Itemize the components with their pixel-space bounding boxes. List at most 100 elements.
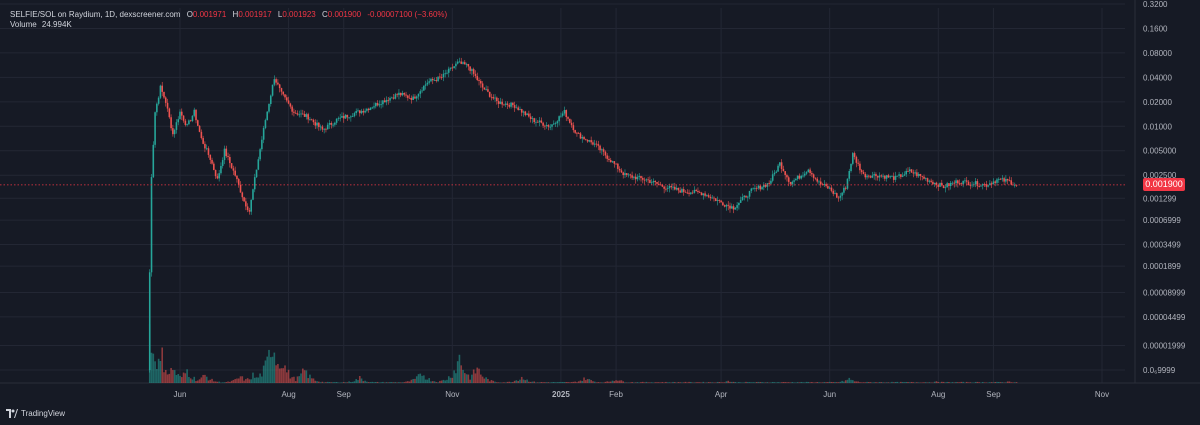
volume-bar bbox=[565, 382, 568, 383]
high-value: 0.001917 bbox=[238, 10, 272, 19]
y-tick-label: 0.0003499 bbox=[1143, 241, 1181, 250]
candle-body bbox=[193, 109, 196, 116]
volume-bar bbox=[784, 382, 786, 383]
candle-body bbox=[355, 111, 358, 114]
candle-body bbox=[843, 187, 845, 193]
candle-body bbox=[520, 109, 523, 113]
candle-body bbox=[200, 131, 203, 139]
volume-bar bbox=[412, 378, 414, 383]
candle-body bbox=[987, 185, 989, 187]
volume-bar bbox=[519, 379, 521, 383]
volume-bar bbox=[690, 381, 692, 383]
candle-body bbox=[928, 180, 931, 182]
volume-bar bbox=[278, 368, 281, 383]
volume-bar bbox=[649, 382, 651, 383]
volume-bar bbox=[942, 381, 945, 383]
candle-body bbox=[672, 186, 674, 188]
candle-body bbox=[700, 192, 703, 196]
y-tick-label: 0.04000 bbox=[1143, 73, 1172, 82]
candle-body bbox=[307, 114, 309, 120]
volume-bar bbox=[168, 373, 171, 383]
volume-bar bbox=[430, 381, 432, 383]
volume-bar bbox=[318, 381, 320, 383]
candle-body bbox=[545, 125, 548, 126]
volume-bar bbox=[574, 381, 576, 383]
candle-body bbox=[431, 78, 434, 81]
candle-body bbox=[714, 198, 717, 201]
candle-body bbox=[894, 175, 897, 180]
candle-body bbox=[739, 200, 742, 203]
candle-body bbox=[577, 133, 580, 134]
candle-body bbox=[319, 126, 322, 128]
candle-body bbox=[357, 110, 359, 112]
volume-bar bbox=[636, 382, 639, 383]
candle-body bbox=[403, 92, 406, 95]
candle-body bbox=[289, 103, 292, 107]
candle-body bbox=[209, 154, 212, 160]
candle-body bbox=[298, 114, 301, 116]
volume-bar bbox=[978, 382, 980, 383]
volume-bar bbox=[962, 381, 964, 383]
volume-bar bbox=[335, 381, 338, 383]
tradingview-logo[interactable]: TradingView bbox=[6, 409, 65, 418]
candle-body bbox=[955, 180, 957, 184]
candle-body bbox=[515, 107, 518, 109]
volume-bar bbox=[629, 382, 632, 383]
candle-body bbox=[549, 126, 552, 128]
volume-bar bbox=[362, 381, 365, 383]
candle-body bbox=[926, 178, 929, 182]
volume-bar bbox=[601, 382, 603, 383]
x-tick-label: Sep bbox=[986, 390, 1001, 399]
volume-bar bbox=[843, 381, 845, 383]
volume-bar bbox=[896, 381, 899, 383]
candle-body bbox=[223, 148, 226, 161]
candle-body bbox=[859, 163, 861, 171]
volume-bar bbox=[860, 382, 863, 383]
candle-body bbox=[730, 206, 733, 209]
volume-bar bbox=[531, 381, 534, 383]
candle-body bbox=[234, 170, 236, 176]
volume-bar bbox=[540, 382, 543, 383]
candle-body bbox=[592, 142, 594, 145]
candle-body bbox=[627, 174, 630, 176]
volume-bar bbox=[471, 374, 473, 383]
volume-bar bbox=[908, 382, 911, 383]
candle-body bbox=[816, 178, 819, 182]
volume-bar bbox=[374, 382, 377, 383]
volume-bar bbox=[237, 378, 240, 383]
candle-body bbox=[519, 109, 521, 110]
volume-bar bbox=[198, 379, 201, 383]
candle-body bbox=[303, 113, 306, 117]
volume-bar bbox=[597, 382, 600, 383]
candle-body bbox=[599, 145, 601, 151]
candle-body bbox=[374, 103, 377, 107]
volume-bar bbox=[490, 380, 493, 383]
volume-bar bbox=[759, 382, 762, 383]
volume-bar bbox=[882, 382, 884, 383]
candle-body bbox=[435, 80, 438, 81]
candle-body bbox=[184, 120, 187, 125]
candle-body bbox=[389, 97, 391, 101]
volume-bar bbox=[462, 369, 464, 383]
candle-body bbox=[933, 182, 936, 185]
volume-bar bbox=[693, 382, 696, 383]
volume-bar bbox=[307, 378, 309, 383]
candle-body bbox=[392, 97, 395, 99]
candle-body bbox=[358, 110, 361, 114]
candle-body bbox=[469, 66, 471, 71]
volume-bar bbox=[211, 378, 213, 383]
volume-bar bbox=[446, 379, 448, 383]
candle-body bbox=[214, 169, 217, 177]
volume-bar bbox=[380, 382, 382, 383]
candle-body bbox=[526, 113, 528, 116]
volume-bar bbox=[688, 381, 690, 383]
candle-body bbox=[657, 183, 660, 185]
volume-bar bbox=[672, 381, 674, 383]
volume-bar bbox=[177, 374, 180, 383]
candle-body bbox=[202, 138, 204, 144]
candle-body bbox=[620, 170, 623, 173]
volume-bar bbox=[816, 382, 819, 383]
volume-bar bbox=[440, 380, 443, 383]
candle-body bbox=[1012, 184, 1014, 186]
